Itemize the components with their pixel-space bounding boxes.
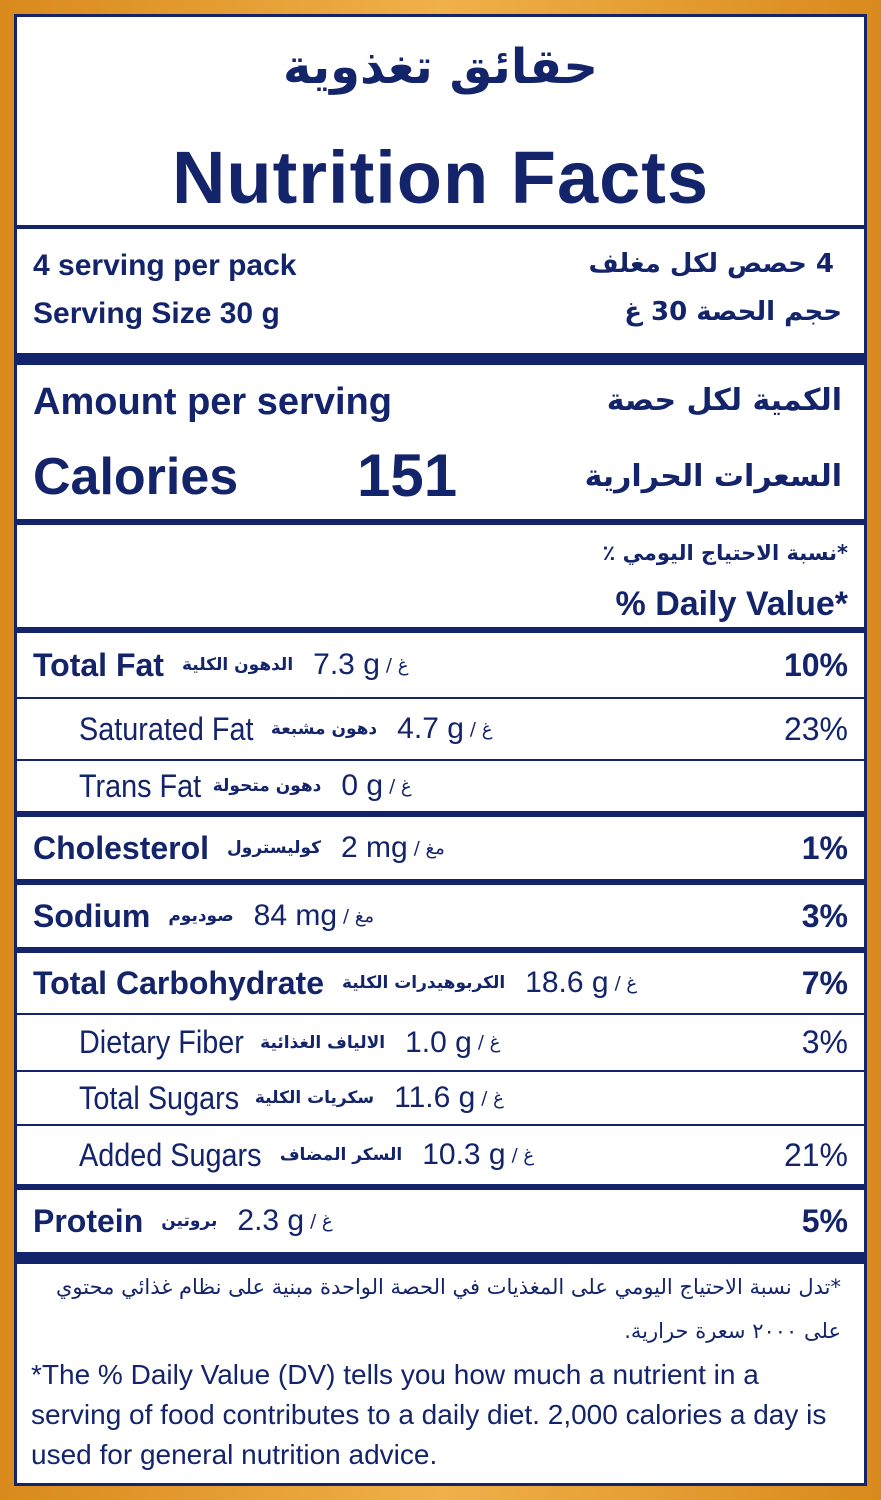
rule	[17, 1070, 864, 1072]
calories-value: 151	[357, 442, 458, 509]
nutrient-name: Dietary Fiber	[79, 1024, 244, 1060]
daily-value: % Daily Value*	[615, 585, 848, 623]
nutrient-dv: 3%	[801, 897, 848, 934]
nutrient-name-ar: دهون متحولة	[212, 776, 322, 796]
rule	[17, 947, 864, 953]
nutrient-dv: 3%	[801, 1024, 848, 1060]
nutrient-name-ar: بروتين	[161, 1211, 218, 1231]
rule	[17, 879, 864, 885]
nutrient-row: Total Fat الدهون الكلية 7.3 g / غ 10%	[17, 633, 864, 697]
nutrient-row: Cholesterol كوليسترول 2 mg / مغ 1%	[17, 817, 864, 879]
nutrient-amount: 7.3 g	[313, 648, 380, 681]
nutrient-name-ar: سكريات الكلية	[254, 1088, 375, 1108]
nutrient-row: Sodium صوديوم 84 mg / مغ 3%	[17, 885, 864, 947]
nutrient-amount: 2 mg	[341, 831, 408, 864]
nutrient-amount: 18.6 g	[525, 966, 609, 999]
rule	[17, 1252, 864, 1264]
nutrient-dv: 21%	[783, 1136, 848, 1173]
nutrient-unit-ar: / غ	[614, 972, 638, 994]
nutrient-name: Protein	[33, 1202, 144, 1239]
nutrient-name: Total Sugars	[79, 1079, 240, 1116]
nutrient-dv: 7%	[801, 964, 848, 1001]
nutrient-name: Added Sugars	[79, 1136, 262, 1173]
nutrient-dv: 23%	[783, 710, 848, 747]
nutrient-unit-ar: / غ	[310, 1210, 333, 1232]
servings-per-pack: 4 serving per pack	[33, 249, 297, 282]
nutrient-name-ar: السكر المضاف	[279, 1145, 403, 1165]
nutrient-amount: 2.3 g	[237, 1204, 305, 1237]
rule	[17, 811, 864, 817]
nutrient-name-ar: دهون مشبعة	[270, 719, 378, 739]
nutrient-name: Total Fat	[33, 646, 164, 683]
nutrient-row: Added Sugars السكر المضاف 10.3 g / غ 21%	[17, 1126, 864, 1184]
rule	[17, 627, 864, 633]
nutrient-unit-ar: / مغ	[343, 905, 375, 927]
nutrient-row: Saturated Fat دهون مشبعة 4.7 g / غ 23%	[17, 699, 864, 759]
nutrient-row: Total Sugars سكريات الكلية 11.6 g / غ	[17, 1072, 864, 1124]
nutrient-unit-ar: / غ	[477, 1032, 501, 1053]
nutrient-name: Trans Fat	[79, 767, 202, 804]
daily-value-ar: *نسبة الاحتياج اليومي ٪	[602, 541, 849, 565]
nutrient-amount: 4.7 g	[397, 712, 464, 745]
calories-label: Calories	[33, 448, 239, 506]
nutrient-amount: 0 g	[341, 769, 384, 802]
rule	[17, 697, 864, 699]
nutrient-amount: 10.3 g	[422, 1138, 506, 1171]
nutrient-amount: 11.6 g	[394, 1081, 476, 1114]
amount-label-ar: الكمية لكل حصة	[606, 383, 842, 418]
nutrient-row: Dietary Fiber الالياف الغذائية 1.0 g / غ 3%	[17, 1015, 864, 1070]
nutrient-name-ar: الكربوهيدرات الكلية	[342, 973, 506, 993]
nutrient-name: Total Carbohydrate	[33, 964, 324, 1001]
rule	[17, 759, 864, 761]
rule	[17, 1124, 864, 1126]
title-en: Nutrition Facts	[171, 136, 710, 219]
footnote-ar: *تدل نسبة الاحتياج اليومي على المغذيات ف…	[55, 1275, 841, 1343]
nutrient-dv: 1%	[801, 829, 848, 866]
serving-size: Serving Size 30 g	[33, 297, 280, 330]
nutrient-amount: 1.0 g	[405, 1025, 472, 1059]
nutrient-dv: 10%	[783, 646, 848, 683]
nutrient-unit-ar: / غ	[511, 1144, 535, 1166]
rule	[17, 1184, 864, 1190]
rule	[17, 353, 864, 365]
nutrient-amount: 84 mg	[253, 899, 338, 932]
nutrient-name-ar: كوليسترول	[227, 838, 322, 858]
rule	[17, 1013, 864, 1015]
nutrient-row: Protein بروتين 2.3 g / غ 5%	[17, 1190, 864, 1252]
nutrient-name: Cholesterol	[33, 829, 210, 866]
nutrient-row: Trans Fat دهون متحولة 0 g / غ	[17, 761, 864, 811]
nutrient-name-ar: الدهون الكلية	[181, 655, 294, 675]
nutrient-name: Sodium	[33, 897, 151, 934]
calories-label-ar: السعرات الحرارية	[584, 459, 842, 494]
title-ar: حقائق تغذوية	[283, 39, 598, 95]
nutrient-name: Saturated Fat	[79, 710, 254, 747]
footnote-en: *The % Daily Value (DV) tells you how mu…	[31, 1359, 827, 1470]
nutrient-dv: 5%	[801, 1202, 848, 1239]
nutrient-unit-ar: / غ	[389, 775, 412, 797]
nutrient-name-ar: الالياف الغذائية	[260, 1032, 386, 1053]
serving-size-ar: حجم الحصة 30 غ	[624, 297, 842, 327]
nutrient-unit-ar: / غ	[481, 1087, 504, 1109]
label-box: حقائق تغذوية Nutrition Facts 4 serving p…	[14, 14, 867, 1486]
rule	[17, 225, 864, 229]
nutrient-unit-ar: / مغ	[413, 837, 445, 859]
amount-label: Amount per serving	[33, 381, 392, 423]
rule	[17, 519, 864, 525]
nutrient-name-ar: صوديوم	[168, 906, 234, 926]
nutrient-unit-ar: / غ	[469, 718, 493, 740]
nutrient-unit-ar: / غ	[385, 654, 409, 676]
nutrient-row: Total Carbohydrate الكربوهيدرات الكلية 18.…	[17, 953, 864, 1013]
servings-per-pack-ar: 4 حصص لكل مغلف	[588, 249, 834, 279]
